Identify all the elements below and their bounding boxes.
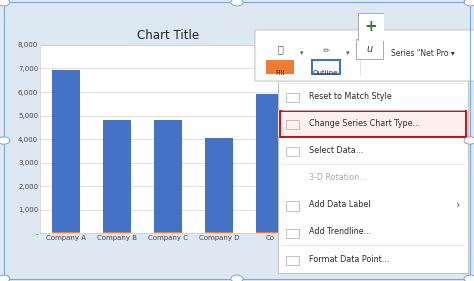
Text: Delete Series: Delete Series	[309, 65, 363, 74]
Bar	[52, 232, 80, 233]
Text: Fill: Fill	[275, 70, 285, 76]
Text: ›: ›	[456, 200, 460, 210]
Text: Format Data Point...: Format Data Point...	[309, 255, 389, 264]
Bar	[154, 120, 182, 233]
Text: Series "Net Pro ▾: Series "Net Pro ▾	[391, 49, 455, 58]
Text: ✏: ✏	[322, 45, 329, 54]
Bar	[103, 120, 131, 233]
Text: Reset to Match Style: Reset to Match Style	[309, 92, 392, 101]
Text: 🪣: 🪣	[277, 45, 283, 55]
Text: ▾: ▾	[300, 50, 303, 56]
Text: Select Data...: Select Data...	[309, 146, 363, 155]
Text: Change Series Chart Type...: Change Series Chart Type...	[309, 119, 419, 128]
FancyBboxPatch shape	[356, 39, 383, 59]
FancyBboxPatch shape	[358, 13, 384, 41]
Bar	[256, 232, 284, 233]
Text: Add Data Label: Add Data Label	[309, 200, 370, 209]
Bar	[256, 94, 284, 233]
Bar	[154, 232, 182, 233]
Bar	[205, 138, 234, 233]
FancyBboxPatch shape	[266, 60, 294, 74]
Bar	[103, 232, 131, 233]
Bar	[205, 232, 234, 233]
Text: Add Trendline...: Add Trendline...	[309, 227, 371, 236]
Text: u: u	[366, 44, 373, 54]
Text: 3-D Rotation...: 3-D Rotation...	[309, 173, 366, 182]
Bar	[52, 70, 80, 233]
FancyBboxPatch shape	[278, 42, 468, 273]
FancyBboxPatch shape	[278, 110, 468, 137]
Text: +: +	[365, 19, 377, 34]
Text: ▾: ▾	[346, 50, 349, 56]
FancyBboxPatch shape	[255, 30, 474, 81]
Text: Outline: Outline	[313, 70, 338, 76]
Title: Chart Title: Chart Title	[137, 30, 200, 42]
